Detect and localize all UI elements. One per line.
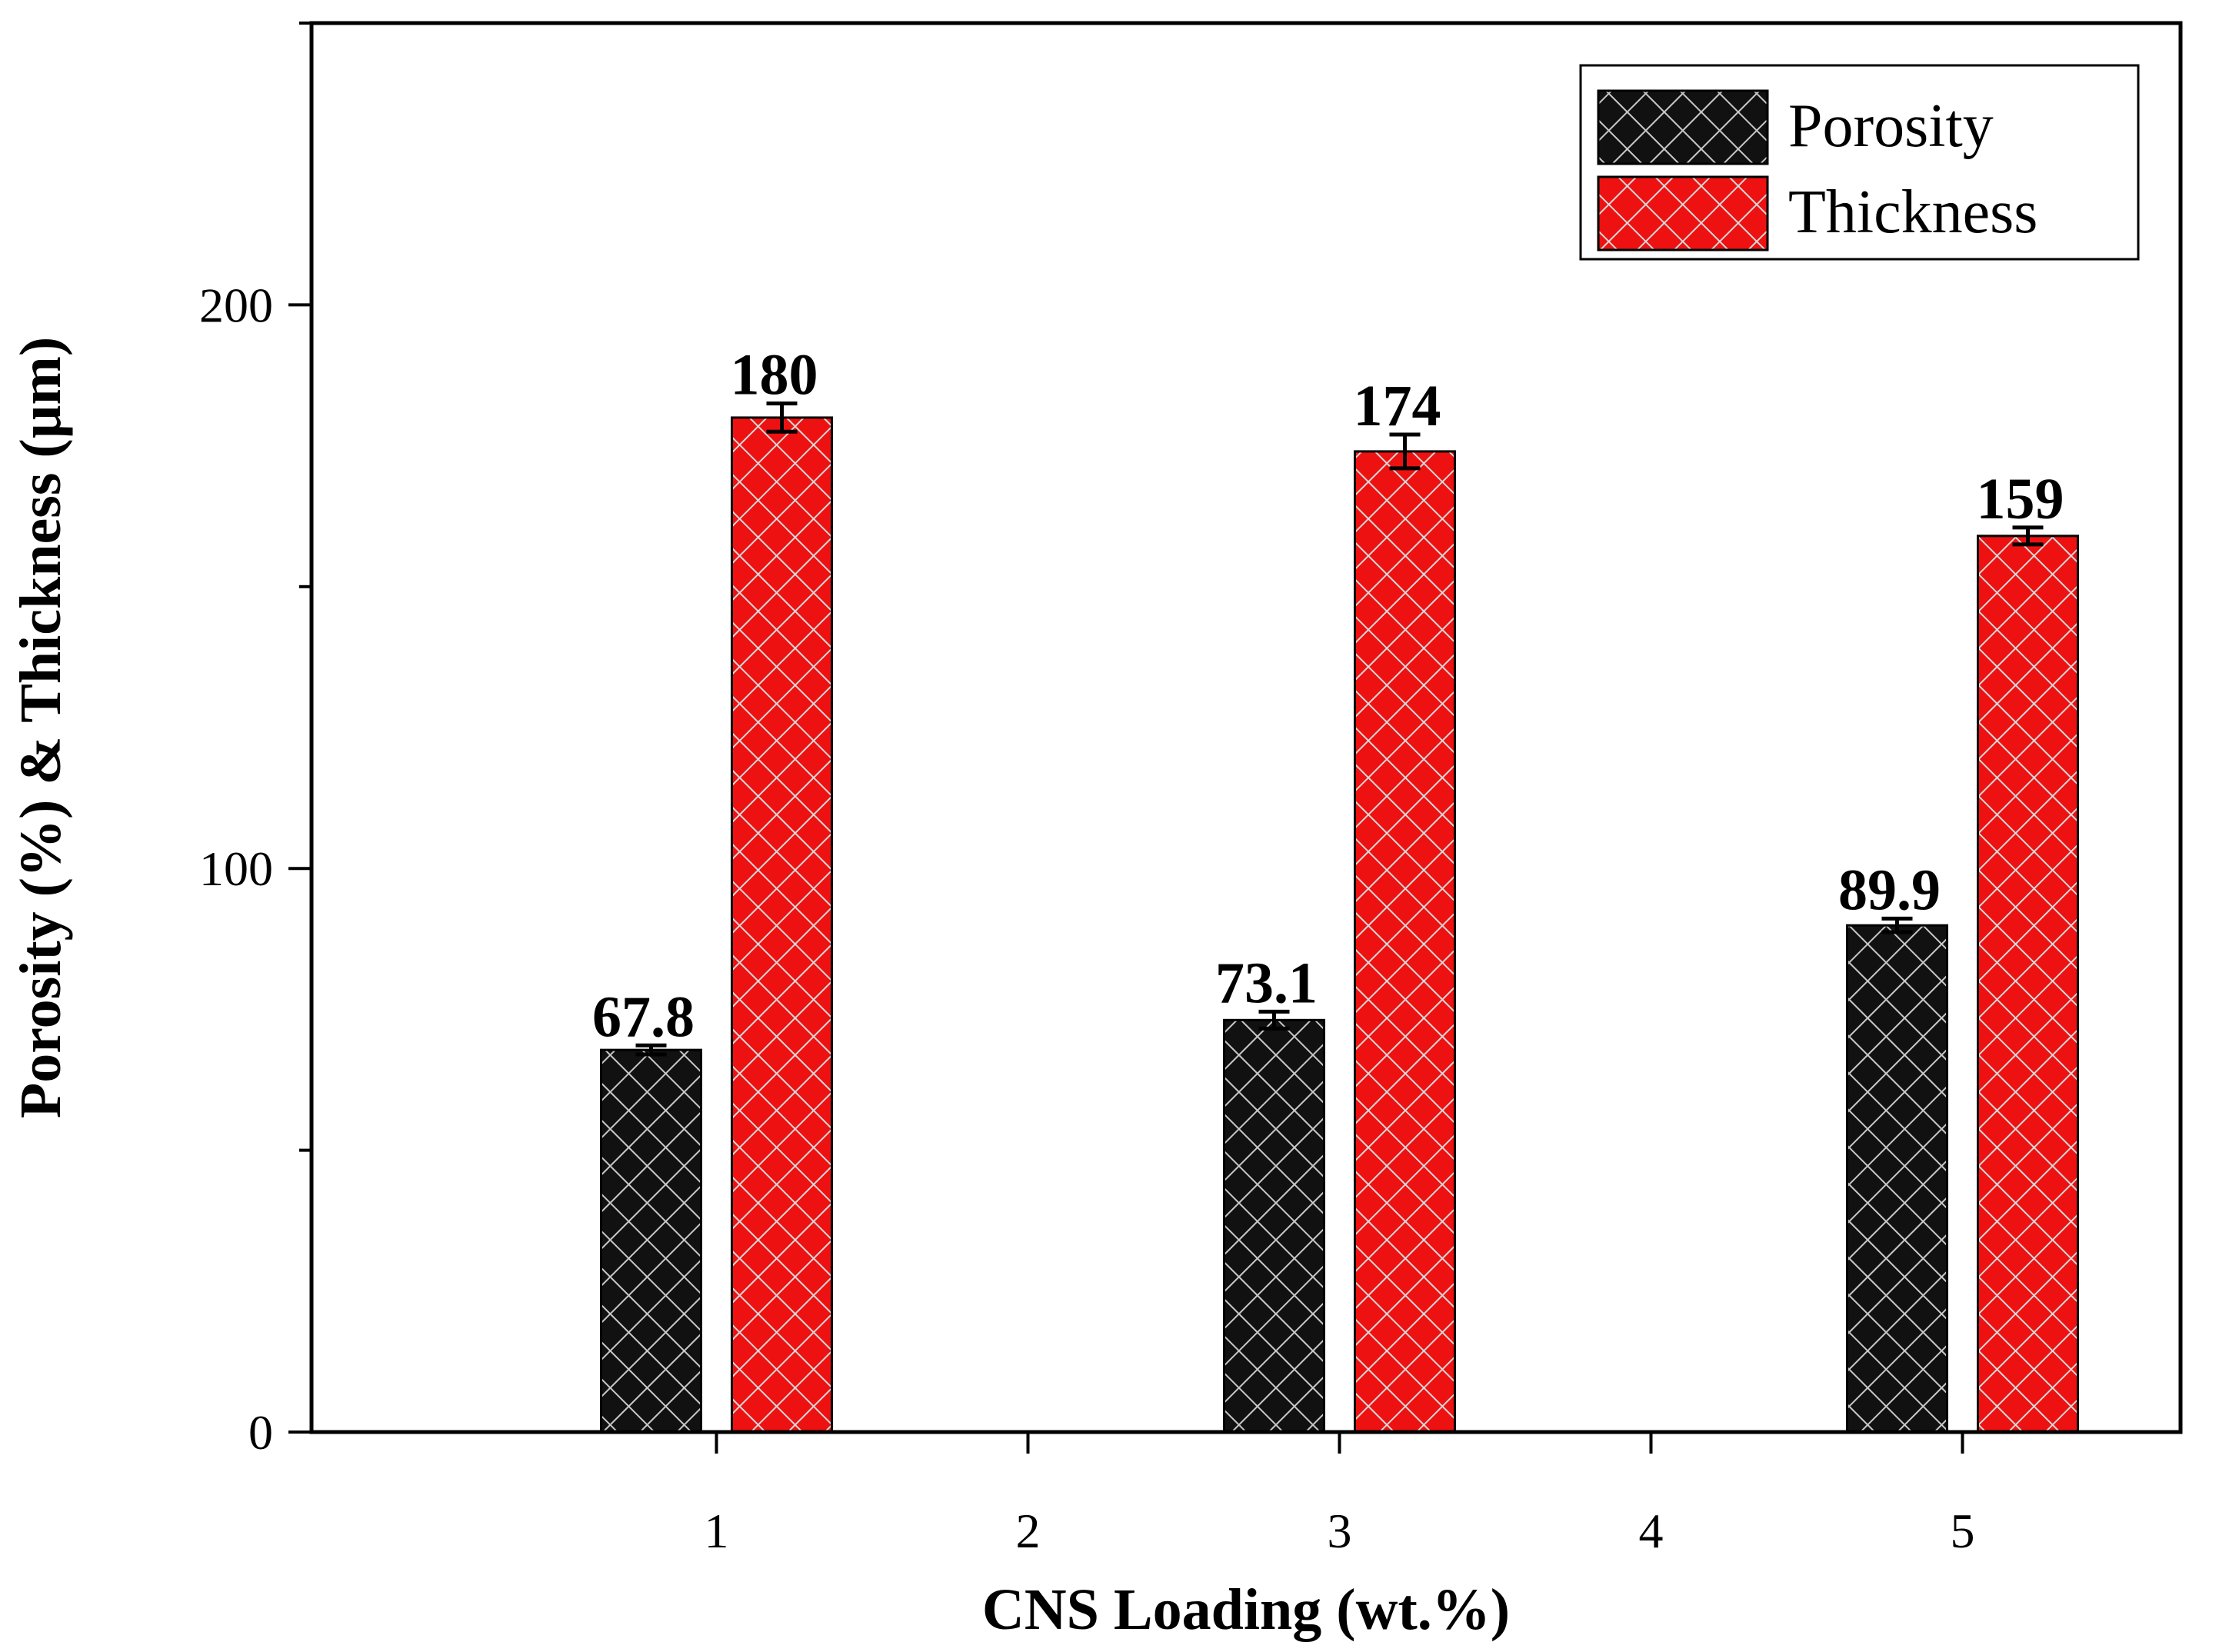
data-labels-layer: 67.8 73.1 89.9 180 174 159: [592, 343, 2064, 1050]
legend-swatch-thickness: [1597, 175, 1769, 251]
bars-layer: [600, 416, 2079, 1434]
x-axis-ticks: 1 2 3 4 5: [705, 1432, 1975, 1558]
x-tick-label-5: 5: [1951, 1504, 1975, 1558]
x-tick-label-1: 1: [705, 1504, 729, 1558]
bar-porosity-1: [600, 1048, 702, 1434]
errorbar-thickness-5: [2012, 525, 2044, 547]
data-label-thickness-1: 180: [731, 343, 818, 408]
x-tick-label-2: 2: [1016, 1504, 1041, 1558]
errorbar-thickness-1: [766, 401, 798, 434]
data-label-porosity-1: 67.8: [592, 984, 695, 1049]
errorbar-thickness-3: [1389, 432, 1421, 471]
data-label-porosity-5: 89.9: [1838, 858, 1941, 922]
y-axis-ticks: 0 100 200: [199, 22, 312, 1460]
errorbar-porosity-3: [1258, 1009, 1290, 1031]
y-tick-label-0: 0: [248, 1405, 273, 1460]
data-label-thickness-5: 159: [1977, 467, 2064, 531]
x-tick-label-3: 3: [1328, 1504, 1352, 1558]
y-tick-label-100: 100: [199, 841, 273, 896]
errorbar-porosity-5: [1881, 916, 1913, 934]
bar-porosity-5: [1846, 924, 1948, 1434]
legend: Porosity Thickness: [1579, 64, 2140, 261]
data-label-thickness-3: 174: [1354, 374, 1441, 438]
bar-thickness-1: [731, 416, 833, 1434]
errorbar-porosity-1: [635, 1043, 667, 1057]
x-tick-label-4: 4: [1639, 1504, 1664, 1558]
legend-swatch-porosity: [1597, 89, 1769, 165]
bar-porosity-3: [1223, 1018, 1325, 1434]
legend-label-thickness: Thickness: [1788, 178, 2037, 246]
bar-thickness-5: [1977, 535, 2079, 1434]
errorbars-layer: [635, 401, 2044, 1057]
bar-thickness-3: [1354, 450, 1456, 1434]
y-tick-label-200: 200: [199, 278, 273, 332]
y-axis-title: Porosity (%) & Thickness (µm): [8, 337, 73, 1118]
legend-label-porosity: Porosity: [1788, 92, 1994, 160]
x-axis-title: CNS Loading (wt.%): [982, 1577, 1510, 1642]
plot-frame: [309, 21, 2183, 1434]
data-label-porosity-3: 73.1: [1215, 951, 1318, 1015]
